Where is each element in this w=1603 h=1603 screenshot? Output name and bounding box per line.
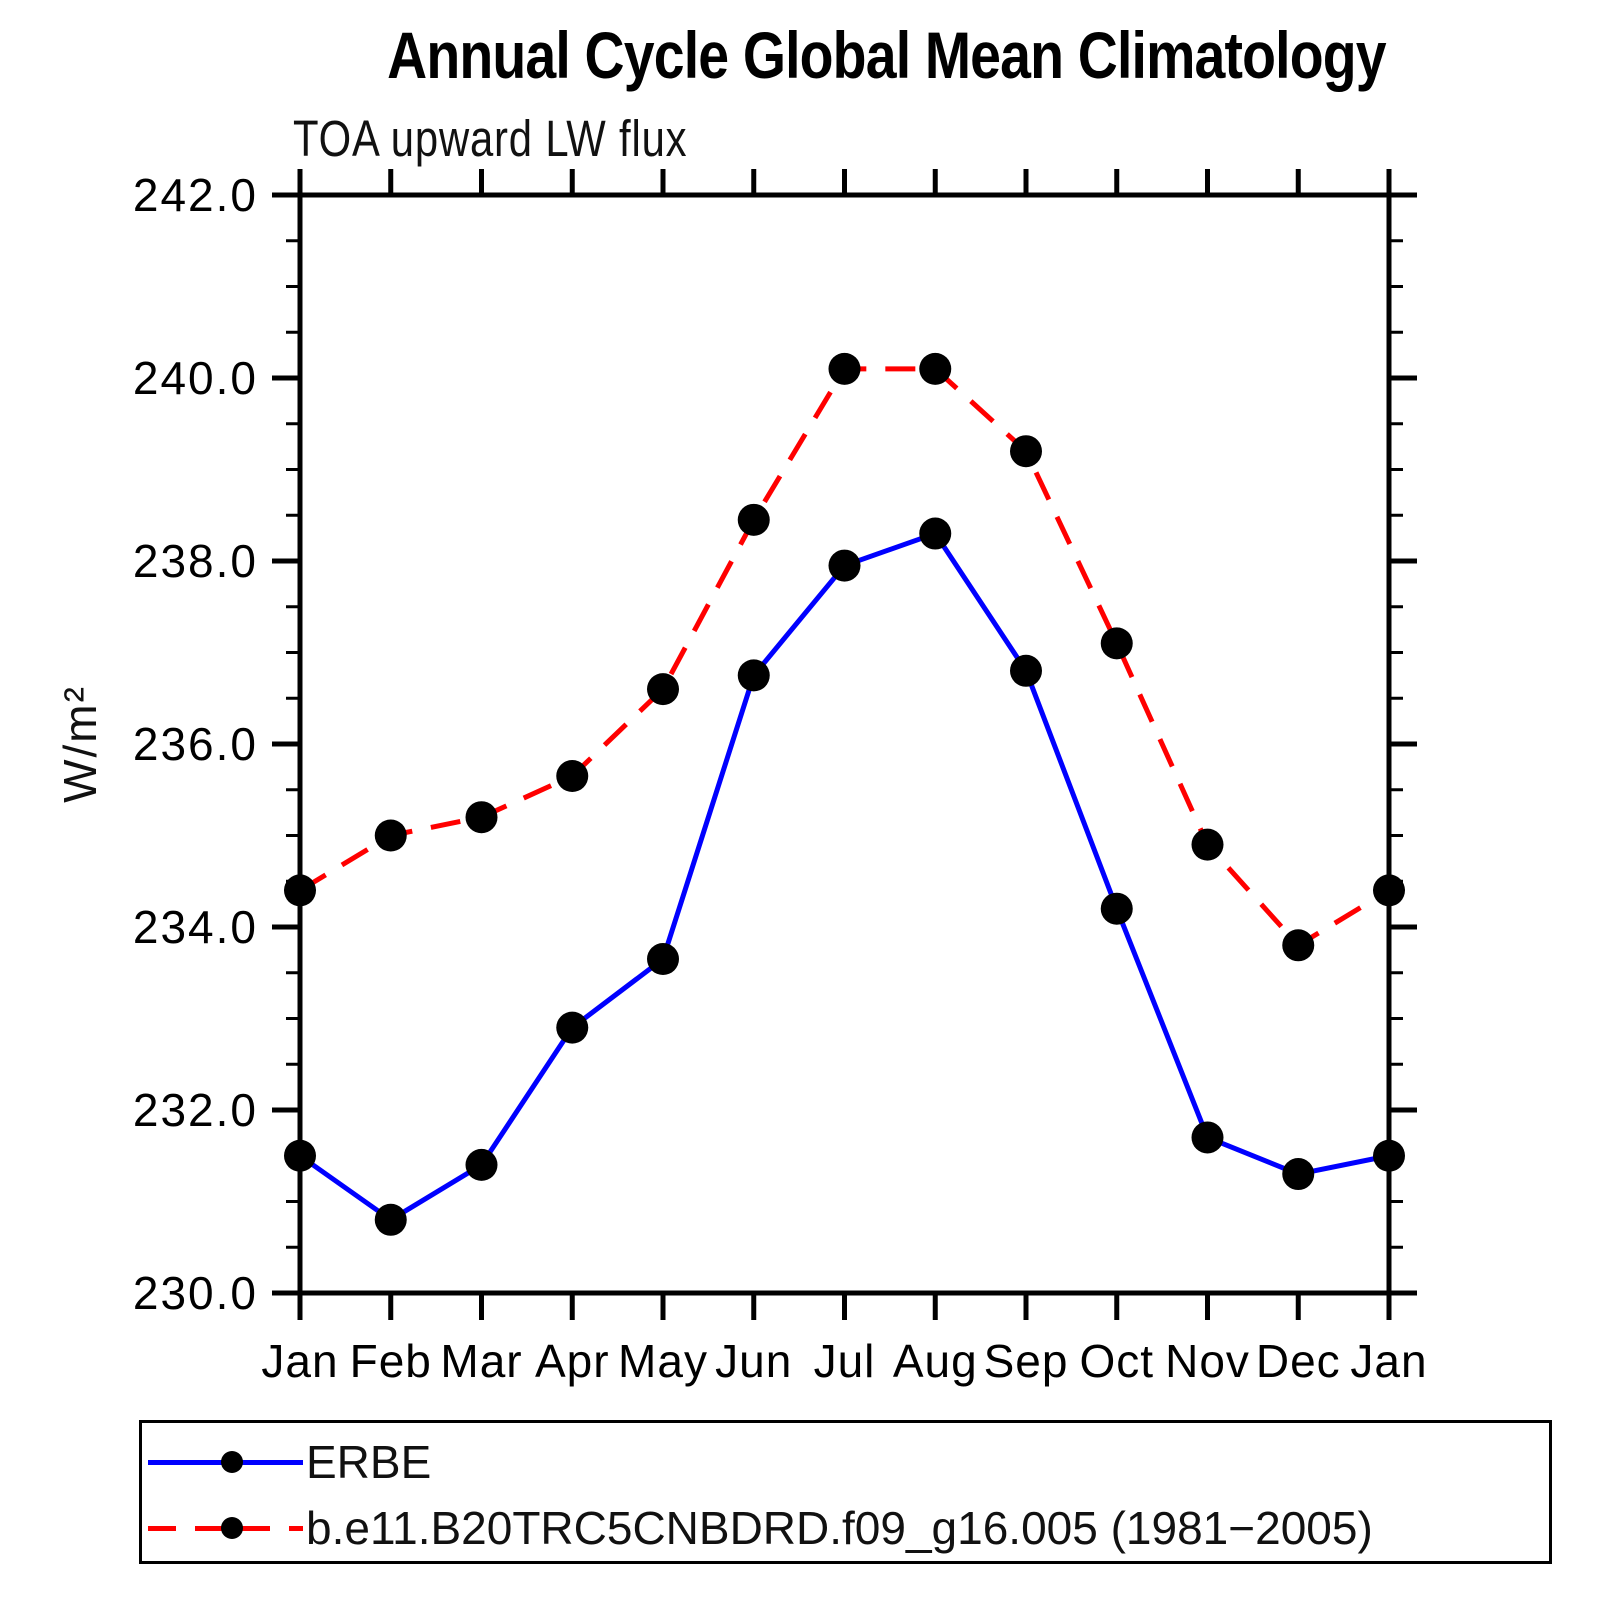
model-data-point: [1373, 874, 1405, 907]
model-data-point: [374, 819, 407, 852]
model-data-point: [828, 352, 861, 385]
erbe-line-swatch: [148, 1450, 303, 1474]
model-data-point: [1191, 828, 1224, 861]
legend-entry-erbe: ERBE: [142, 1429, 1549, 1495]
erbe-data-point: [284, 1139, 316, 1172]
erbe-data-point: [374, 1203, 407, 1236]
marker-dot-icon: [221, 1450, 243, 1473]
y-tick-label: 242.0: [133, 169, 258, 221]
model-data-point: [919, 352, 952, 385]
model-data-point: [465, 801, 498, 834]
legend-box: ERBE b.e11.B20TRC5CNBDRD.f09_g16.005 (19…: [139, 1420, 1552, 1564]
y-tick-label: 240.0: [133, 352, 258, 404]
x-tick-label: Apr: [535, 1335, 610, 1387]
model-line: [298, 366, 1391, 948]
y-tick-label: 230.0: [133, 1267, 258, 1319]
erbe-data-point: [1100, 892, 1133, 925]
erbe-data-point: [647, 943, 679, 976]
erbe-data-point: [465, 1148, 498, 1181]
x-tick-label: Jan: [261, 1335, 338, 1387]
x-tick-label: May: [618, 1335, 708, 1387]
y-tick-label: 236.0: [133, 718, 258, 770]
chart-title: Annual Cycle Global Mean Climatology: [387, 18, 1386, 92]
x-tick-label: Dec: [1256, 1335, 1341, 1387]
model-data-point: [284, 874, 316, 907]
x-tick-label: Aug: [893, 1335, 978, 1387]
erbe-data-point: [828, 549, 861, 582]
model-data-point: [647, 673, 679, 706]
legend-label-model: b.e11.B20TRC5CNBDRD.f09_g16.005 (1981−20…: [306, 1502, 1373, 1554]
y-tick-label: 234.0: [133, 901, 258, 953]
x-tick-label: Mar: [440, 1335, 522, 1387]
x-tick-label: Jan: [1350, 1335, 1427, 1387]
y-tick-label: 232.0: [133, 1084, 258, 1136]
erbe-data-point: [919, 517, 952, 550]
model-data-point: [1282, 929, 1315, 962]
erbe-line: [298, 531, 1390, 1223]
x-tick-label: Jun: [715, 1335, 792, 1387]
erbe-data-point: [1010, 654, 1042, 687]
model-data-point: [737, 503, 770, 536]
model-data-point: [556, 760, 589, 793]
legend-label-erbe: ERBE: [306, 1436, 432, 1488]
erbe-data-point: [737, 659, 770, 692]
y-tick-label: 238.0: [133, 535, 258, 587]
model-line-swatch: [148, 1516, 303, 1540]
chart-subtitle: TOA upward LW flux: [293, 110, 688, 167]
x-tick-label: Feb: [350, 1335, 432, 1387]
x-tick-label: Nov: [1165, 1335, 1250, 1387]
x-tick-label: Sep: [984, 1335, 1069, 1387]
erbe-data-point: [556, 1011, 589, 1044]
x-tick-label: Jul: [814, 1335, 876, 1387]
marker-dot-icon: [221, 1516, 243, 1539]
model-data-point: [1100, 627, 1133, 660]
erbe-data-point: [1373, 1139, 1405, 1172]
legend-entry-model: b.e11.B20TRC5CNBDRD.f09_g16.005 (1981−20…: [142, 1495, 1549, 1561]
model-data-point: [1010, 435, 1042, 468]
x-tick-label: Oct: [1079, 1335, 1154, 1387]
erbe-data-point: [1191, 1121, 1224, 1154]
erbe-data-point: [1282, 1158, 1315, 1191]
